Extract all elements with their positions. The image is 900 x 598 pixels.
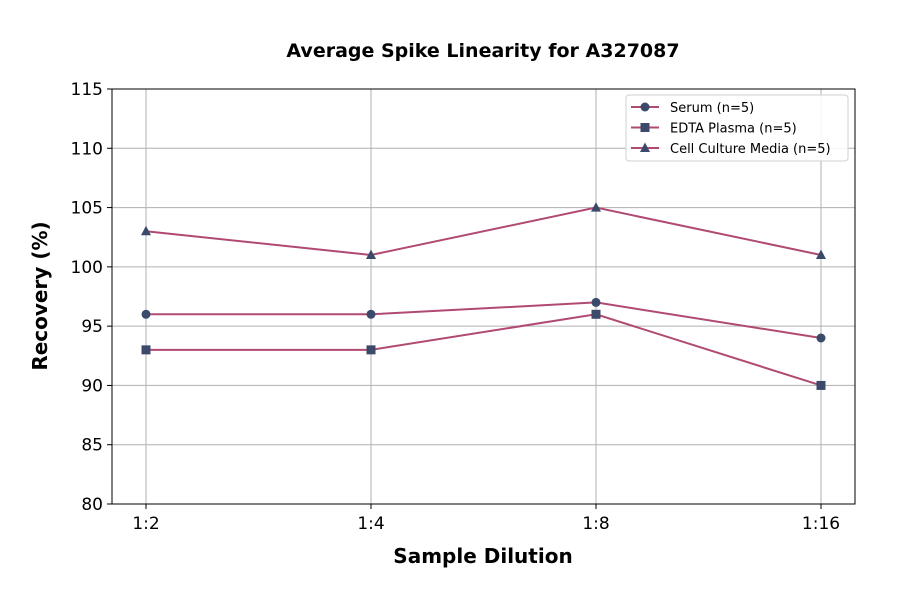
plot-frame: [111, 88, 856, 505]
series-line: [146, 301, 822, 339]
legend-marker: [640, 142, 650, 152]
legend-marker: [640, 123, 650, 132]
x-axis-label: Sample Dilution: [393, 544, 572, 568]
data-point: [816, 380, 826, 390]
series-triangle: [141, 202, 826, 259]
x-tick-label: 1:4: [357, 514, 384, 534]
y-tick-label: 95: [81, 317, 103, 337]
x-tick-label: 1:2: [132, 514, 159, 534]
data-point: [816, 249, 826, 259]
y-tick-label: 110: [71, 139, 103, 159]
data-point: [591, 202, 601, 212]
legend: Serum (n=5) EDTA Plasma (n=5) Cell Culture…: [625, 94, 849, 162]
series-line: [146, 313, 822, 387]
data-point: [141, 309, 151, 319]
y-tick-label: 90: [81, 376, 103, 396]
legend-label: Serum (n=5): [670, 101, 754, 116]
series-square: [141, 309, 826, 390]
data-point: [141, 345, 151, 355]
data-point: [141, 225, 151, 236]
series-line: [145, 206, 822, 257]
series-circle: [141, 297, 826, 343]
legend-box: [625, 94, 849, 162]
legend-label: Cell Culture Media (n=5): [670, 142, 831, 157]
data-point: [816, 333, 826, 343]
y-tick-label: 80: [81, 495, 103, 515]
data-point: [591, 309, 601, 319]
y-axis-label: Recovery (%): [28, 221, 52, 370]
data-point: [591, 297, 601, 307]
y-tick-label: 85: [81, 436, 103, 456]
data-point: [366, 249, 376, 259]
y-tick-label: 105: [71, 199, 103, 219]
legend-label: EDTA Plasma (n=5): [670, 122, 797, 137]
chart-title: Average Spike Linearity for A327087: [286, 40, 679, 62]
data-point: [366, 309, 376, 319]
y-tick-label: 115: [71, 80, 103, 100]
x-tick-label: 1:16: [802, 514, 840, 534]
x-tick-label: 1:8: [582, 514, 609, 534]
y-tick-label: 100: [71, 258, 103, 278]
legend-marker: [640, 102, 650, 112]
data-point: [366, 345, 376, 355]
